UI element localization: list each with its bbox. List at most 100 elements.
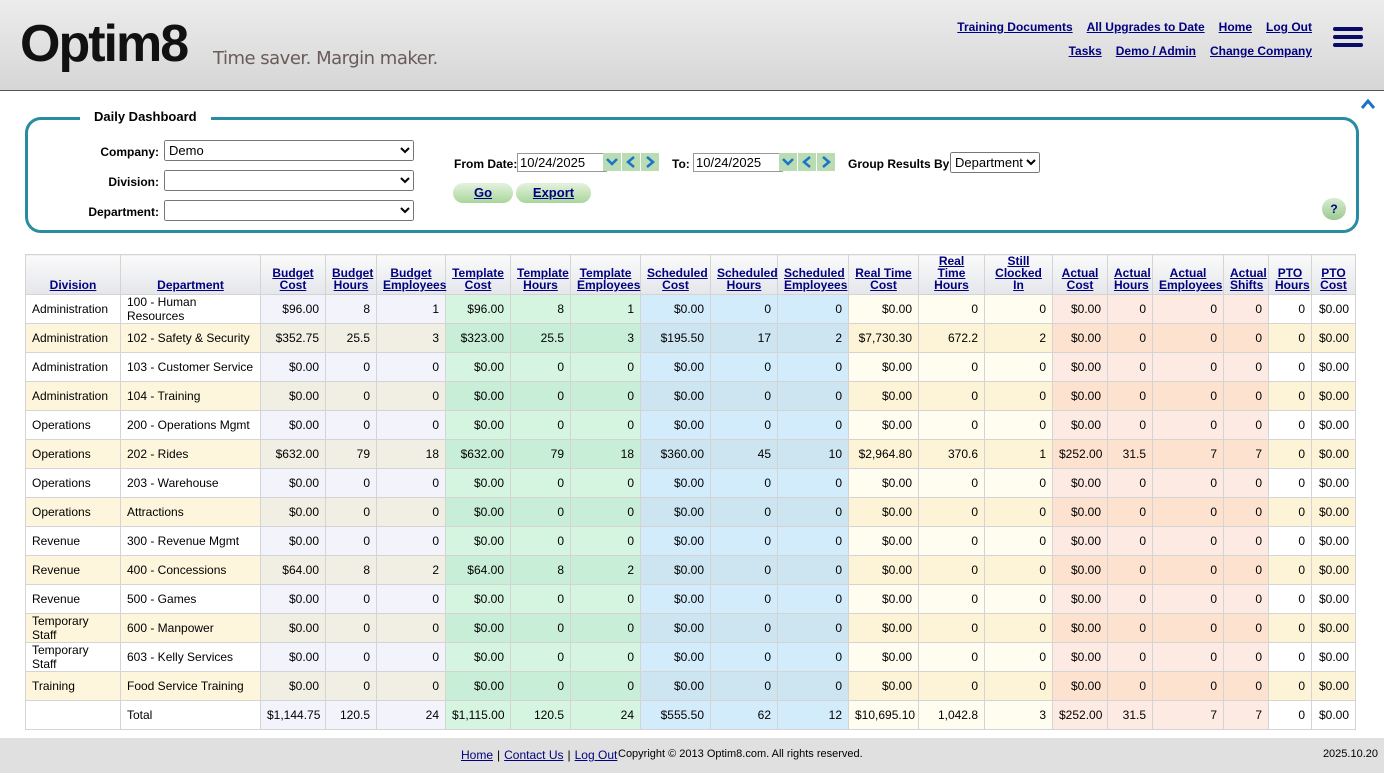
sort-link[interactable]: Department: [157, 278, 224, 292]
total-cell: 120.5: [510, 700, 571, 730]
sort-link[interactable]: Budget: [272, 266, 314, 280]
sort-link[interactable]: PTO: [1321, 266, 1346, 280]
company-select[interactable]: Demo: [164, 140, 414, 161]
value-cell: 0: [984, 294, 1053, 324]
sort-link[interactable]: Real Time: [937, 254, 966, 280]
sort-link[interactable]: Cost: [1066, 278, 1094, 292]
text-cell: Operations: [25, 497, 121, 527]
sort-link[interactable]: Clocked In: [995, 266, 1042, 292]
from-date[interactable]: [517, 153, 607, 172]
value-cell: $0.00: [1052, 381, 1108, 411]
column-header: Scheduled Cost: [640, 254, 711, 295]
sort-link[interactable]: Hours: [726, 278, 762, 292]
menu-button[interactable]: [1333, 26, 1363, 48]
footer-link[interactable]: Log Out: [574, 748, 618, 762]
group-select[interactable]: Department: [950, 152, 1040, 173]
value-cell: $0.00: [848, 381, 919, 411]
total-cell: 62: [710, 700, 778, 730]
nav-link[interactable]: Home: [1218, 20, 1253, 34]
nav-link[interactable]: Log Out: [1266, 20, 1312, 34]
sort-link[interactable]: Template: [452, 266, 504, 280]
footer-link[interactable]: Home: [461, 748, 494, 762]
footer-links: Home | Contact Us | Log Out: [461, 748, 617, 762]
sort-link[interactable]: Real Time: [855, 266, 912, 280]
sort-link[interactable]: Hours: [333, 278, 369, 292]
sort-link[interactable]: Actual: [1061, 266, 1099, 280]
value-cell: 8: [325, 294, 377, 324]
help-button[interactable]: ?: [1322, 198, 1346, 220]
sort-link[interactable]: Scheduled: [647, 266, 708, 280]
sort-link[interactable]: Hours: [523, 278, 558, 292]
sort-link[interactable]: Template: [579, 266, 632, 280]
go-button[interactable]: Go: [453, 183, 513, 203]
sort-link[interactable]: Scheduled: [717, 266, 778, 280]
value-cell: $0.00: [848, 352, 919, 382]
value-cell: 0: [918, 352, 985, 382]
data-row: Operations Attractions $0.00 0 0 $0.00 0 0 $0.00…: [25, 497, 1356, 527]
total-cell: 1,042.8: [918, 700, 985, 730]
sort-link[interactable]: Division: [49, 278, 97, 292]
text-cell: Temporary Staff: [25, 642, 121, 672]
sort-link[interactable]: Shifts: [1230, 278, 1264, 292]
sort-link[interactable]: Cost: [870, 278, 897, 292]
nav-link[interactable]: Tasks: [1068, 44, 1102, 58]
value-cell: 0: [777, 671, 849, 701]
total-cell: $1,144.75: [260, 700, 326, 730]
to-date[interactable]: [693, 153, 783, 172]
text-cell: Attractions: [120, 497, 261, 527]
nav-link[interactable]: Demo / Admin: [1115, 44, 1196, 58]
value-cell: 0: [325, 642, 377, 672]
value-cell: 0: [510, 497, 571, 527]
sort-link[interactable]: Cost: [279, 278, 307, 292]
nav-link[interactable]: Change Company: [1209, 44, 1312, 58]
sort-link[interactable]: Budget: [390, 266, 432, 280]
value-cell: $0.00: [1052, 468, 1108, 498]
sort-link[interactable]: PTO: [1277, 266, 1303, 280]
value-cell: 0: [1152, 381, 1224, 411]
value-cell: $0.00: [445, 468, 511, 498]
text-cell: Temporary Staff: [25, 613, 121, 643]
text-cell: Food Service Training: [120, 671, 261, 701]
export-button[interactable]: Export: [516, 183, 591, 203]
sort-link[interactable]: Scheduled: [784, 266, 845, 280]
sort-link[interactable]: Cost: [1320, 278, 1347, 292]
sort-link[interactable]: Actual: [1169, 266, 1207, 280]
value-cell: 0: [1107, 555, 1153, 585]
sort-link[interactable]: Template: [517, 266, 569, 280]
division-select[interactable]: [164, 170, 414, 191]
nav-link[interactable]: All Upgrades to Date: [1086, 20, 1205, 34]
sort-link[interactable]: Budget: [332, 266, 374, 280]
value-cell: $0.00: [1311, 613, 1356, 643]
sort-link[interactable]: Hours: [1114, 278, 1149, 292]
sort-link[interactable]: Actual: [1114, 266, 1151, 280]
value-cell: 0: [570, 352, 641, 382]
value-cell: $2,964.80: [848, 439, 919, 469]
value-cell: $0.00: [1052, 584, 1108, 614]
collapse-button[interactable]: [1360, 98, 1376, 110]
panel-title: Daily Dashboard: [80, 109, 211, 124]
from-date-controls[interactable]: [603, 153, 659, 171]
value-cell: $0.00: [260, 410, 326, 440]
sort-link[interactable]: Still: [1007, 254, 1030, 268]
value-cell: 0: [1223, 352, 1269, 382]
from-label: From Date:: [454, 157, 518, 171]
sort-link[interactable]: Employees: [784, 278, 848, 292]
value-cell: 0: [918, 468, 985, 498]
sort-link[interactable]: Actual: [1230, 266, 1267, 280]
sort-link[interactable]: Employees: [1159, 278, 1223, 292]
sort-link[interactable]: Hours: [1275, 278, 1310, 292]
department-select[interactable]: [164, 200, 414, 221]
sort-link[interactable]: Cost: [662, 278, 689, 292]
footer-link[interactable]: Contact Us: [504, 748, 564, 762]
value-cell: 0: [777, 497, 849, 527]
sort-link[interactable]: Employees: [577, 278, 641, 292]
sort-link[interactable]: Hours: [934, 278, 969, 292]
nav-link[interactable]: Training Documents: [957, 20, 1073, 34]
data-row: Revenue 500 - Games $0.00 0 0 $0.00 0 0 $0.00 0 0 $…: [25, 584, 1356, 614]
value-cell: 0: [376, 497, 446, 527]
sort-link[interactable]: Employees: [383, 278, 447, 292]
sort-link[interactable]: Cost: [464, 278, 492, 292]
column-header: Scheduled Hours: [710, 254, 778, 295]
value-cell: 0: [1152, 613, 1224, 643]
to-date-controls[interactable]: [779, 153, 835, 171]
